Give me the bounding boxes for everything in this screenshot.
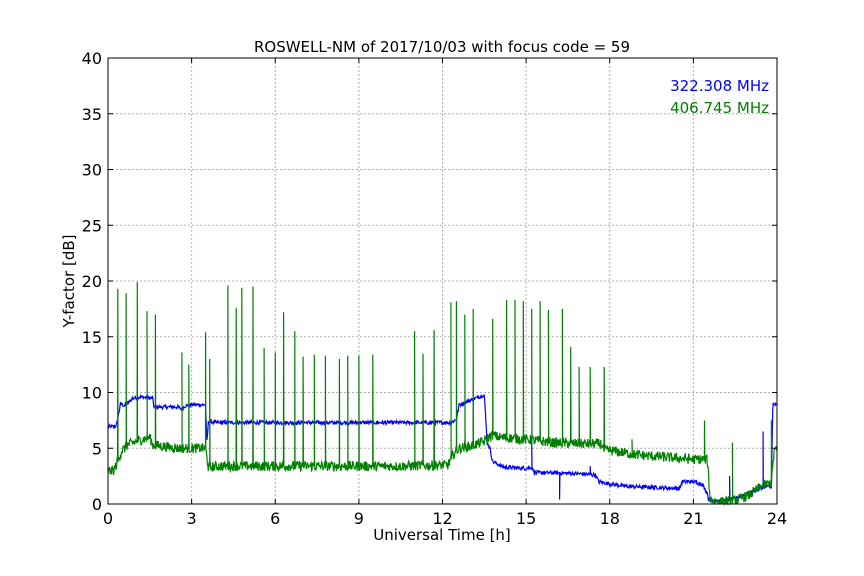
x-tick-label: 12 xyxy=(432,509,452,528)
y-tick-label: 30 xyxy=(82,161,102,180)
x-tick-label: 9 xyxy=(354,509,364,528)
ticks: 0 3 6 9 12 15 18 21 24 0 5 10 15 20 25 30 35 40 xyxy=(82,49,788,528)
y-axis-label: Y-factor [dB] xyxy=(60,234,78,328)
y-tick-label: 15 xyxy=(82,328,102,347)
y-tick-label: 20 xyxy=(82,272,102,291)
y-tick-label: 0 xyxy=(92,495,102,514)
y-tick-label: 35 xyxy=(82,105,102,124)
y-tick-label: 10 xyxy=(82,384,102,403)
x-tick-label: 21 xyxy=(683,509,703,528)
x-tick-label: 24 xyxy=(767,509,787,528)
x-tick-label: 15 xyxy=(516,509,536,528)
y-tick-label: 40 xyxy=(82,49,102,68)
x-tick-label: 6 xyxy=(270,509,280,528)
y-tick-label: 25 xyxy=(82,216,102,235)
chart-title: ROSWELL-NM of 2017/10/03 with focus code… xyxy=(254,38,630,56)
x-tick-label: 18 xyxy=(600,509,620,528)
x-tick-label: 3 xyxy=(187,509,197,528)
legend-entry-322-mhz: 322.308 MHz xyxy=(670,77,769,95)
legend: 322.308 MHz 406.745 MHz xyxy=(670,77,769,117)
legend-entry-406-mhz: 406.745 MHz xyxy=(670,99,769,117)
series-line-blue xyxy=(107,393,778,504)
x-tick-label: 0 xyxy=(103,509,113,528)
y-tick-label: 5 xyxy=(92,439,102,458)
x-axis-label: Universal Time [h] xyxy=(373,526,511,544)
series-line-green xyxy=(107,282,778,507)
grid xyxy=(108,58,777,504)
plot-data xyxy=(107,282,778,507)
